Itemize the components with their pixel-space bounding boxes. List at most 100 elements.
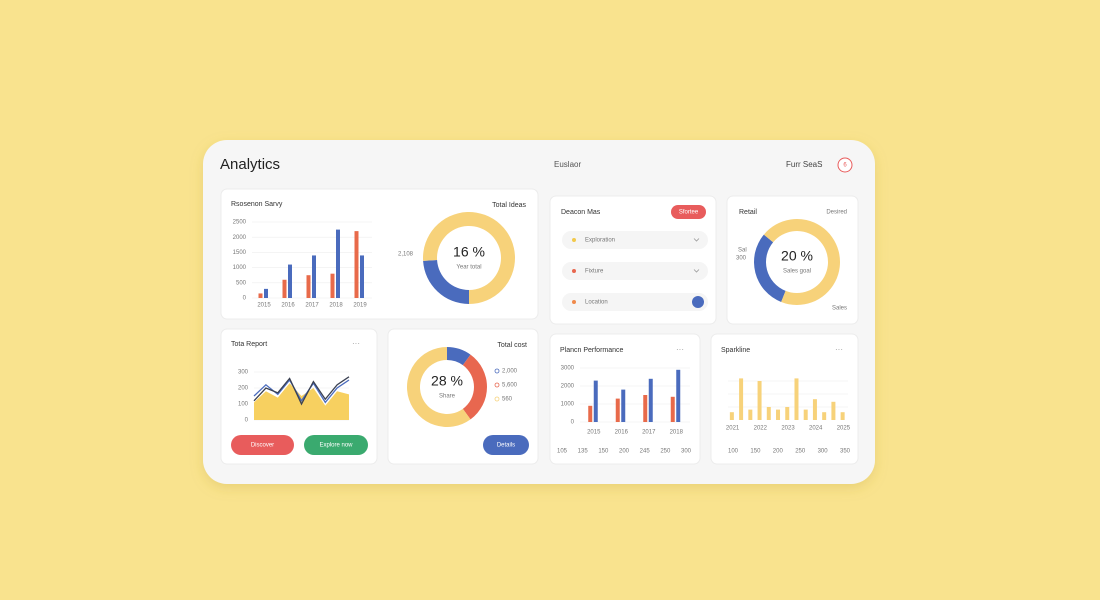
legend-label: 2,000	[502, 369, 518, 375]
bar	[336, 229, 340, 298]
y-tick-label: 1000	[561, 402, 575, 408]
y-tick-label: 2000	[233, 235, 247, 241]
donut-segment	[422, 212, 515, 304]
bar	[264, 288, 268, 298]
list-label: Location	[585, 300, 608, 306]
footer-label: 105	[557, 449, 568, 455]
widget-title: Deacon Mas	[561, 209, 601, 216]
status-dot	[572, 269, 576, 273]
line	[253, 376, 350, 406]
user-name[interactable]: Furr SeaS	[786, 160, 822, 169]
y-tick-label: 0	[571, 420, 575, 426]
status-dot	[572, 238, 576, 242]
bar	[588, 405, 593, 422]
y-tick-label: 300	[238, 370, 249, 376]
chart-title: Tota Report	[231, 341, 267, 348]
menu[interactable]: ···	[352, 339, 360, 348]
app-title: Analytics	[220, 156, 280, 173]
bar	[776, 409, 781, 420]
footer-label: 300	[681, 449, 692, 455]
panel-subtitle: Desired	[826, 210, 847, 216]
bar	[330, 273, 335, 298]
y-tick-label: 500	[236, 280, 247, 286]
bar	[757, 381, 762, 420]
list-row[interactable]	[562, 231, 708, 249]
list-label: Fixture	[585, 269, 604, 275]
bar	[288, 264, 292, 298]
x-tick-label: 2015	[587, 430, 601, 436]
bar	[785, 407, 790, 420]
annotation: 2,108	[398, 252, 414, 258]
y-tick-label: 3000	[561, 366, 575, 372]
center-label: 20 %	[781, 248, 813, 264]
bar	[729, 412, 734, 420]
bar	[258, 293, 263, 298]
bar	[831, 401, 836, 420]
button[interactable]	[304, 435, 368, 455]
donut-segment	[406, 347, 471, 427]
menu[interactable]: ···	[835, 345, 843, 354]
badge[interactable]	[837, 157, 853, 173]
chart-title: Total Ideas	[492, 202, 526, 209]
chart-title: Retail	[739, 209, 757, 216]
button[interactable]	[483, 435, 529, 455]
menu[interactable]: ···	[676, 345, 684, 354]
bar	[643, 395, 648, 422]
button[interactable]	[671, 205, 706, 219]
footer-label: 135	[578, 449, 589, 455]
footer-label: 250	[660, 449, 671, 455]
x-tick-label: 2018	[670, 430, 684, 436]
bar	[676, 369, 681, 422]
y-tick-label: 1500	[233, 250, 247, 256]
footer-label: 100	[728, 449, 739, 455]
annotation: 300	[736, 256, 747, 262]
x-tick-label: 2018	[329, 303, 343, 309]
list-row[interactable]	[562, 293, 708, 311]
x-tick-label: 2021	[726, 426, 740, 432]
annotation: Sal	[738, 248, 747, 254]
footer-label: 200	[773, 449, 784, 455]
y-tick-label: 2500	[233, 220, 247, 226]
bar	[354, 231, 359, 298]
button[interactable]	[231, 435, 294, 455]
footer-label: 300	[818, 449, 829, 455]
bar	[739, 378, 744, 420]
legend-label: 5,600	[502, 383, 518, 389]
footer-label: 150	[598, 449, 609, 455]
action-icon[interactable]	[692, 296, 704, 308]
legend-marker	[494, 396, 500, 402]
bar	[803, 409, 808, 420]
legend-marker	[494, 382, 500, 388]
button-label: Explore now	[319, 443, 353, 449]
bar	[794, 378, 799, 420]
chevron	[693, 238, 700, 242]
list-row[interactable]	[562, 262, 708, 280]
y-tick-label: 0	[243, 296, 247, 302]
y-tick-label: 2000	[561, 384, 575, 390]
x-tick-label: 2016	[615, 430, 629, 436]
footer-label: 350	[840, 449, 851, 455]
bar	[615, 398, 620, 422]
bar	[360, 255, 364, 298]
chevron	[693, 269, 700, 273]
center-label: 16 %	[453, 244, 485, 260]
button-label: Discover	[251, 443, 274, 449]
x-tick-label: 2025	[837, 426, 851, 432]
bar	[593, 380, 598, 422]
panel	[220, 188, 539, 320]
panel	[549, 195, 717, 325]
y-tick-label: 100	[238, 402, 249, 408]
x-tick-label: 2015	[257, 303, 271, 309]
bar	[812, 399, 817, 420]
center-subtitle: Year total	[456, 265, 481, 271]
panel	[710, 333, 859, 465]
center-subtitle: Sales goal	[783, 269, 811, 275]
list-label: Exploration	[585, 238, 615, 244]
y-tick-label: 200	[238, 386, 249, 392]
donut-segment	[754, 234, 786, 302]
donut-segment	[763, 219, 841, 306]
nav-item[interactable]: Euslaor	[554, 160, 581, 169]
line	[253, 378, 350, 404]
